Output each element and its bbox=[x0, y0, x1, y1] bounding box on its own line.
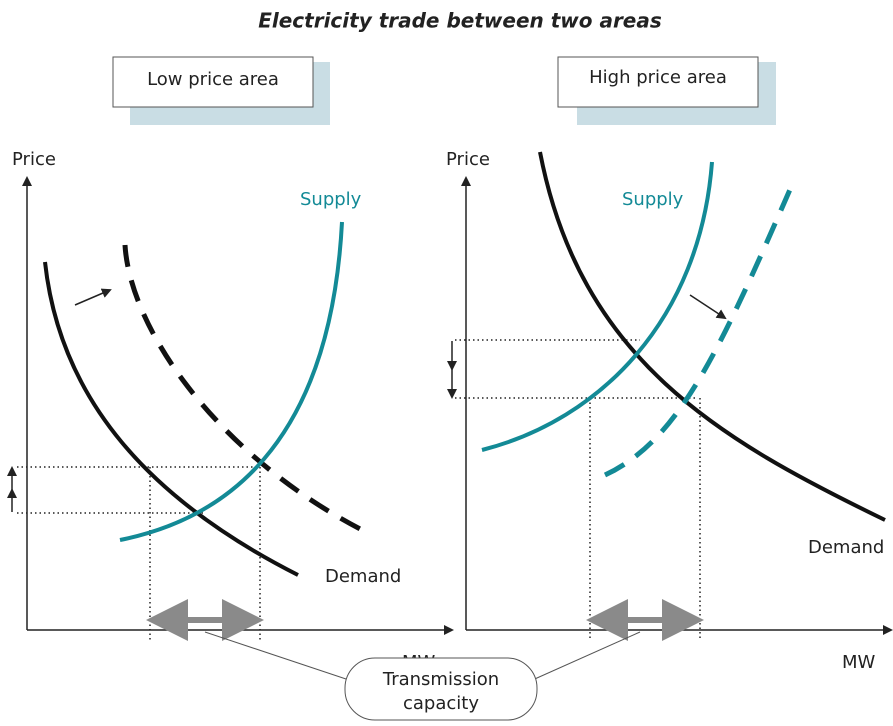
supply-label: Supply bbox=[300, 189, 362, 210]
box-label: High price area bbox=[589, 67, 727, 88]
shift-arrow bbox=[74, 288, 112, 306]
supply-curve bbox=[481, 161, 714, 452]
callout-text: Transmission bbox=[382, 669, 499, 690]
title: Electricity trade between two areas bbox=[258, 9, 662, 33]
demand-label: Demand bbox=[808, 537, 884, 558]
callout-line bbox=[527, 631, 641, 683]
box-label: Low price area bbox=[147, 69, 279, 90]
box bbox=[557, 56, 759, 108]
demand-label: Demand bbox=[325, 566, 401, 587]
y-label: Price bbox=[12, 149, 56, 170]
shifted-demand bbox=[122, 244, 374, 538]
demand-curve bbox=[43, 261, 299, 577]
demand-curve bbox=[538, 151, 886, 522]
panel-low: Low price area Price MW Supply Demand bbox=[6, 56, 454, 673]
x-label: MW bbox=[842, 652, 876, 673]
callout-text: capacity bbox=[403, 693, 479, 714]
callout: Transmission capacity bbox=[204, 631, 641, 721]
supply-label: Supply bbox=[622, 189, 684, 210]
box bbox=[112, 56, 314, 108]
shift-arrow bbox=[689, 294, 727, 320]
y-label: Price bbox=[446, 149, 490, 170]
supply-curve bbox=[119, 221, 344, 542]
callout-line bbox=[204, 631, 356, 683]
panel-high: High price area Price MW Supply Demand bbox=[446, 56, 893, 673]
callout-box bbox=[344, 657, 538, 721]
shifted-supply bbox=[603, 177, 798, 478]
